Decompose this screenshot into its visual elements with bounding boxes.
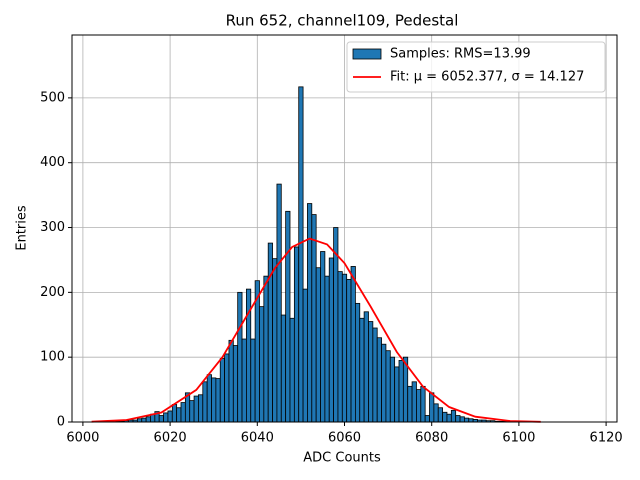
bar: [450, 409, 457, 423]
bar: [354, 302, 361, 423]
bar: [381, 343, 387, 423]
y-tick-label: 0: [57, 415, 65, 430]
legend: Samples: RMS=13.99 Fit: μ = 6052.377, σ =…: [346, 41, 606, 93]
bar: [337, 271, 343, 423]
bar: [237, 291, 243, 423]
bar: [163, 412, 169, 423]
bar: [363, 311, 369, 423]
bar: [228, 339, 234, 423]
bar: [463, 417, 470, 423]
bar: [424, 415, 430, 423]
bar: [241, 338, 247, 423]
bar: [202, 381, 208, 423]
y-tick-label: 400: [40, 155, 65, 170]
bar: [398, 360, 404, 423]
bar: [429, 392, 435, 423]
bar: [263, 275, 269, 423]
bar: [359, 317, 365, 423]
bar: [341, 273, 348, 423]
bar: [293, 246, 300, 423]
fit-line: [91, 237, 541, 423]
bar: [250, 338, 256, 423]
chart-title: Run 652, channel109, Pedestal: [226, 12, 459, 30]
bar: [411, 381, 417, 423]
bar: [320, 251, 326, 423]
x-tick-label: 6020: [154, 431, 187, 446]
bar: [198, 394, 204, 423]
bar: [372, 327, 378, 423]
bar: [433, 403, 439, 423]
bar: [215, 378, 221, 423]
bar: [442, 411, 448, 423]
bar: [407, 385, 413, 423]
bar: [394, 366, 400, 423]
x-tick-label: 6000: [66, 431, 99, 446]
bar: [206, 374, 212, 423]
bar: [267, 242, 273, 423]
bar: [167, 410, 173, 423]
bar: [311, 214, 317, 423]
bar: [145, 416, 151, 423]
bar: [272, 258, 278, 423]
legend-swatch: [352, 48, 382, 60]
y-tick-label: 500: [40, 90, 65, 105]
y-tick-label: 300: [40, 220, 65, 235]
bar: [455, 415, 461, 423]
bar: [259, 306, 265, 423]
bar: [315, 267, 321, 423]
bar: [211, 377, 217, 423]
y-axis-label: Entries: [15, 205, 30, 251]
bar: [437, 407, 443, 423]
bar: [376, 337, 382, 423]
bar: [158, 415, 164, 423]
x-tick-label: 6040: [241, 431, 274, 446]
bar: [346, 278, 352, 423]
bar: [141, 417, 147, 423]
bar: [276, 183, 282, 423]
bar: [307, 203, 313, 423]
legend-box: [346, 41, 606, 93]
bar: [459, 416, 465, 423]
x-tick-label: 6060: [328, 431, 361, 446]
bar: [328, 257, 334, 423]
bar: [446, 413, 452, 423]
bar: [224, 353, 230, 423]
legend-label: Fit: μ = 6052.377, σ = 14.127: [390, 70, 584, 85]
legend-label: Samples: RMS=13.99: [390, 47, 531, 62]
bar: [189, 400, 195, 423]
bar: [232, 345, 239, 423]
bar: [285, 210, 291, 423]
y-tick-label: 100: [40, 350, 65, 365]
bar: [171, 404, 178, 423]
plot-frame: [71, 34, 618, 423]
bar: [219, 358, 226, 423]
bar: [389, 356, 396, 423]
x-tick-label: 6080: [415, 431, 448, 446]
x-axis-label: ADC Counts: [303, 451, 381, 466]
bar: [298, 86, 304, 423]
bar: [289, 317, 295, 423]
x-tick-label: 6120: [590, 431, 623, 446]
y-tick-label: 200: [40, 285, 65, 300]
bar: [176, 407, 182, 423]
bar: [368, 321, 374, 423]
bar: [350, 266, 356, 423]
bar: [302, 288, 308, 423]
bar: [193, 395, 199, 423]
bar: [180, 402, 186, 423]
bar: [416, 389, 422, 423]
bar: [280, 314, 287, 423]
bar: [324, 275, 330, 423]
bar: [420, 385, 426, 423]
bar: [385, 350, 391, 423]
x-tick-label: 6100: [502, 431, 535, 446]
